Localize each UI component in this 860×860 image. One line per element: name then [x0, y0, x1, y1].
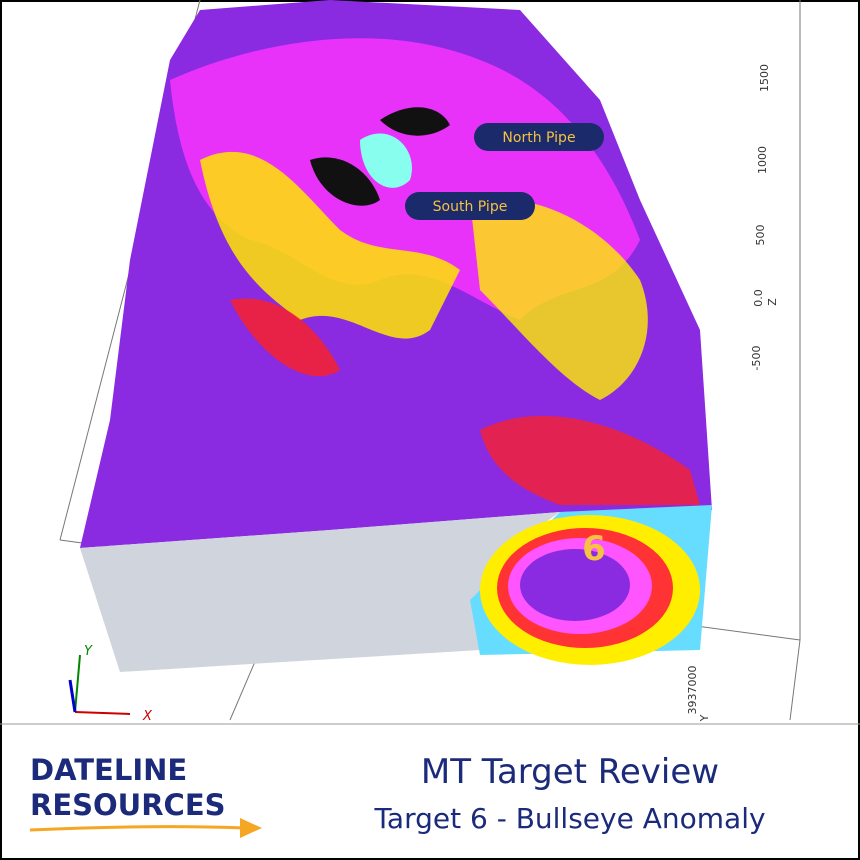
- z-tick-label: -500: [750, 346, 763, 371]
- target-label: 6: [582, 529, 606, 569]
- pipe-label: South Pipe: [433, 199, 508, 215]
- z-axis: 1500 1000 500 0.0 -500 Z 3937000 Y: [686, 64, 779, 722]
- z-tick-label: 0.0: [752, 289, 765, 307]
- title: MT Target Review: [421, 752, 719, 792]
- label-pill: [474, 123, 604, 151]
- logo-arrow-head: [240, 818, 262, 838]
- z-tick-label: 1000: [756, 146, 769, 174]
- logo-line: DATELINE: [30, 753, 187, 787]
- footer: DATELINE RESOURCES MT Target Review Targ…: [29, 752, 766, 838]
- pipe-label: North Pipe: [502, 130, 575, 146]
- axis-triad: X Y: [68, 644, 153, 724]
- y-axis-label: Y: [698, 714, 711, 722]
- label-pill: [405, 192, 535, 220]
- logo-arrow: [29, 825, 246, 832]
- z-tick-label: 1500: [758, 64, 771, 92]
- y-tick-label: 3937000: [686, 666, 699, 715]
- logo-line: RESOURCES: [30, 788, 226, 822]
- pipe-labels: North Pipe South Pipe 6: [405, 123, 606, 569]
- z-axis-label: Z: [766, 298, 779, 306]
- subtitle: Target 6 - Bullseye Anomaly: [373, 802, 765, 835]
- z-tick-label: 500: [754, 225, 767, 246]
- triad-x: X: [142, 709, 153, 724]
- triad-y: Y: [84, 644, 93, 659]
